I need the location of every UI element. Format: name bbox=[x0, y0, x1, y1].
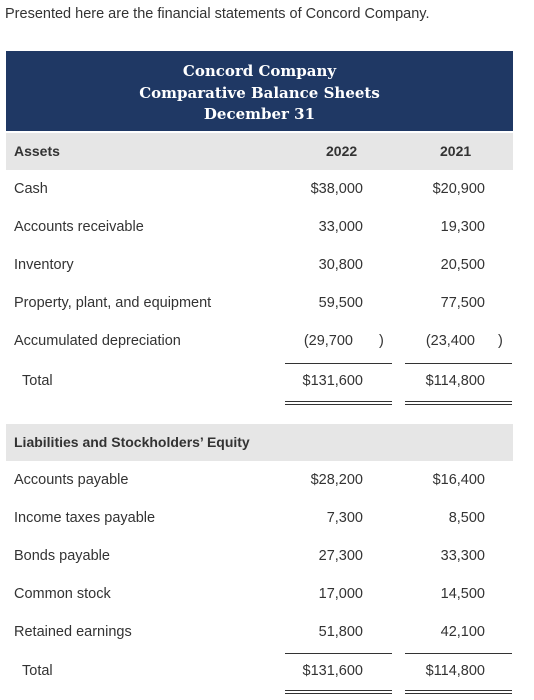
row-label: Inventory bbox=[14, 257, 74, 273]
subtotal-rule bbox=[405, 363, 512, 364]
row-label: Accounts payable bbox=[14, 472, 129, 488]
subtotal-rule bbox=[285, 653, 392, 654]
table-row: Cash $38,000 $20,900 bbox=[0, 179, 534, 203]
value-2021: 33,300 bbox=[440, 548, 485, 564]
company-name: Concord Company bbox=[182, 62, 337, 80]
value-2022: 59,500 bbox=[318, 295, 363, 311]
row-label: Cash bbox=[14, 181, 48, 197]
value-2021: 14,500 bbox=[440, 586, 485, 602]
total-row: Total $131,600 $114,800 bbox=[0, 661, 534, 685]
liabilities-header-band: Liabilities and Stockholders’ Equity bbox=[6, 424, 513, 461]
row-label: Property, plant, and equipment bbox=[14, 295, 212, 311]
row-label: Bonds payable bbox=[14, 548, 110, 564]
closing-paren: ) bbox=[498, 333, 503, 349]
value-2022: 33,000 bbox=[318, 219, 363, 235]
value-2021: 77,500 bbox=[440, 295, 485, 311]
total-2021: $114,800 bbox=[425, 373, 485, 389]
closing-paren: ) bbox=[379, 333, 384, 349]
value-2021: 42,100 bbox=[440, 624, 485, 640]
value-2022: $38,000 bbox=[310, 181, 363, 197]
double-underline bbox=[405, 690, 512, 694]
subtotal-rule bbox=[285, 363, 392, 364]
double-underline bbox=[405, 401, 512, 405]
value-2022: 17,000 bbox=[318, 586, 363, 602]
table-row: Property, plant, and equipment 59,500 77… bbox=[0, 293, 534, 317]
value-2021: $20,900 bbox=[432, 181, 485, 197]
table-row: Income taxes payable 7,300 8,500 bbox=[0, 508, 534, 532]
row-label: Retained earnings bbox=[14, 624, 132, 640]
subtotal-rule bbox=[405, 653, 512, 654]
statement-header: Concord Company Comparative Balance Shee… bbox=[6, 51, 513, 131]
liabilities-section-label: Liabilities and Stockholders’ Equity bbox=[14, 434, 250, 450]
row-label: Total bbox=[22, 373, 53, 389]
row-label: Common stock bbox=[14, 586, 111, 602]
value-2022: $28,200 bbox=[310, 472, 363, 488]
double-underline bbox=[285, 401, 392, 405]
value-2022: (29,700 bbox=[303, 333, 353, 349]
double-underline bbox=[285, 690, 392, 694]
total-2022: $131,600 bbox=[302, 373, 363, 389]
assets-section-label: Assets bbox=[14, 143, 60, 159]
statement-title: Comparative Balance Sheets bbox=[139, 84, 380, 102]
row-label: Income taxes payable bbox=[14, 510, 156, 526]
row-label: Accounts receivable bbox=[14, 219, 144, 235]
value-2021: 20,500 bbox=[440, 257, 485, 273]
table-row: Inventory 30,800 20,500 bbox=[0, 255, 534, 279]
value-2021: 19,300 bbox=[440, 219, 485, 235]
value-2021: (23,400 bbox=[425, 333, 475, 349]
column-2021-header: 2021 bbox=[440, 143, 472, 159]
total-row: Total $131,600 $114,800 bbox=[0, 371, 534, 395]
table-row: Retained earnings 51,800 42,100 bbox=[0, 622, 534, 646]
value-2022: 51,800 bbox=[318, 624, 363, 640]
value-2022: 27,300 bbox=[318, 548, 363, 564]
table-row: Accounts receivable 33,000 19,300 bbox=[0, 217, 534, 241]
table-row: Accounts payable $28,200 $16,400 bbox=[0, 470, 534, 494]
column-2022-header: 2022 bbox=[326, 143, 358, 159]
total-2021: $114,800 bbox=[425, 663, 485, 679]
row-label: Accumulated depreciation bbox=[14, 333, 181, 349]
value-2021: $16,400 bbox=[432, 472, 485, 488]
table-row: Bonds payable 27,300 33,300 bbox=[0, 546, 534, 570]
statement-date: December 31 bbox=[203, 105, 316, 123]
table-row: Common stock 17,000 14,500 bbox=[0, 584, 534, 608]
table-row: Accumulated depreciation (29,700 ) (23,4… bbox=[0, 331, 534, 355]
assets-header-band: Assets 2022 2021 bbox=[6, 133, 513, 170]
row-label: Total bbox=[22, 663, 53, 679]
value-2021: 8,500 bbox=[448, 510, 485, 526]
value-2022: 7,300 bbox=[326, 510, 363, 526]
total-2022: $131,600 bbox=[302, 663, 363, 679]
value-2022: 30,800 bbox=[318, 257, 363, 273]
intro-text: Presented here are the financial stateme… bbox=[5, 6, 430, 22]
